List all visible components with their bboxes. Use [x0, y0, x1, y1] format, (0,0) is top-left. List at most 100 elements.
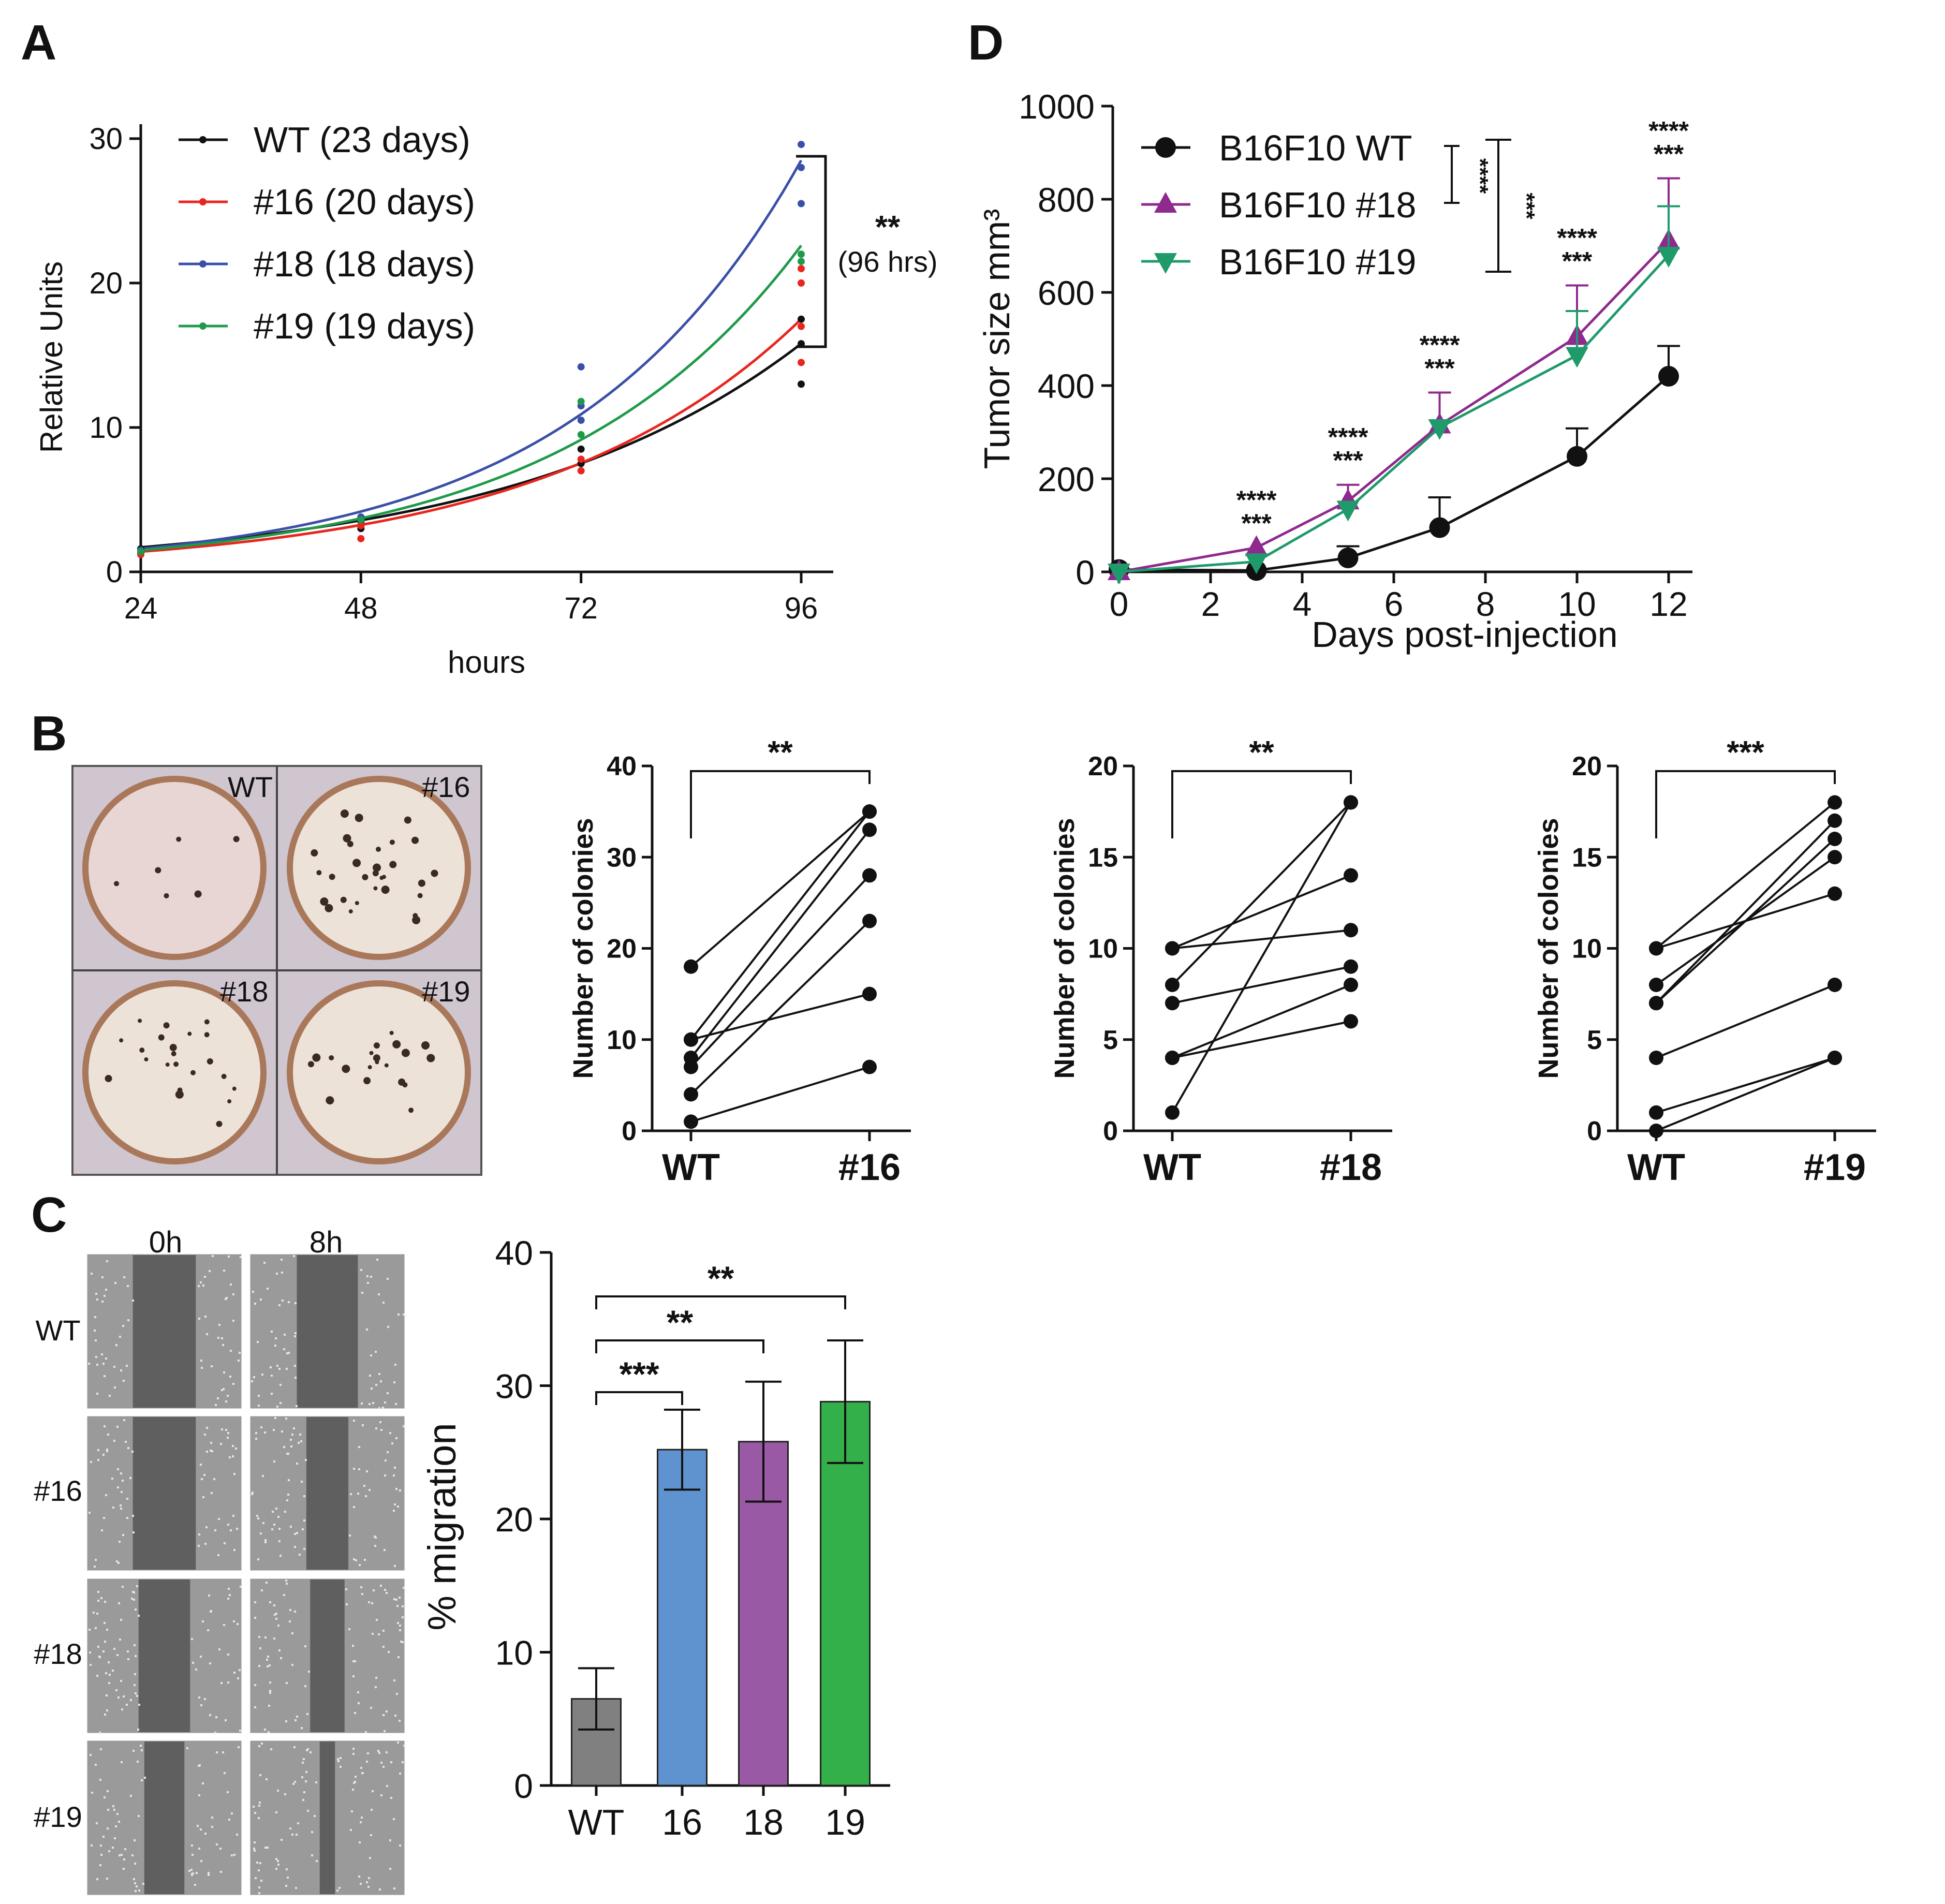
scratch-cell [223, 1624, 225, 1626]
scratch-cell [284, 1334, 286, 1336]
scratch-cell [227, 1524, 229, 1526]
scratch-cell [135, 1608, 137, 1611]
scratch-cell [96, 1822, 98, 1824]
b2-point-mut [1344, 923, 1358, 938]
scratch-cell [366, 1329, 368, 1331]
scratch-cell [274, 1345, 276, 1347]
scratch-cell [254, 1617, 256, 1619]
scratch-cell [97, 1591, 99, 1593]
scratch-cell [204, 1833, 207, 1835]
scratch-cell [389, 1868, 391, 1870]
d-line-series-0 [1118, 375, 1670, 572]
scratch-cell [89, 1651, 91, 1654]
colony-dot [426, 1054, 435, 1062]
b3-point-wt [1649, 1105, 1663, 1120]
scratch-cell [402, 1605, 404, 1607]
colony-dot [232, 1086, 237, 1091]
scratch-cell [116, 1560, 118, 1562]
scratch-cell [285, 1885, 287, 1887]
scratch-cell [279, 1384, 282, 1386]
scratch-cell [206, 1333, 208, 1335]
scratch-cell [284, 1793, 286, 1795]
d-annot-top: **** [1420, 331, 1460, 360]
colony-dot [114, 881, 120, 887]
scratch-cell [100, 1597, 102, 1599]
scratch-cell [100, 1854, 102, 1856]
scratch-cell [272, 1511, 274, 1513]
scratch-cell [264, 1541, 267, 1543]
scratch-cell [121, 1491, 123, 1493]
scratch-cell [106, 1449, 108, 1451]
scratch-cell [275, 1337, 277, 1339]
scratch-cell [121, 1708, 123, 1710]
scratch-cell [279, 1402, 282, 1404]
scratch-cell [198, 1848, 200, 1850]
scratch-cell [382, 1302, 385, 1304]
a-curve-series-0 [140, 343, 802, 549]
scratch-cell [264, 1847, 267, 1849]
scratch-cell [393, 1598, 395, 1600]
scratch-cell [130, 1795, 132, 1797]
colony-dot [163, 1022, 170, 1029]
scratch-cell [101, 1301, 104, 1303]
scratch-cell [123, 1858, 125, 1861]
a-curve-series-2 [140, 159, 803, 550]
scratch-cell [253, 1806, 255, 1808]
a-x-tick-label: 48 [344, 592, 378, 625]
scratch-cell [239, 1669, 241, 1671]
colony-dot [389, 861, 397, 868]
scratch-cell [190, 1869, 193, 1871]
scratch-cell [359, 1841, 361, 1843]
a-legend-label-2: #18 (18 days) [254, 244, 475, 284]
scratch-cell [256, 1862, 258, 1864]
scratch-cell [239, 1730, 241, 1732]
scratch-cell [294, 1533, 296, 1535]
a-x-tick-label: 96 [785, 592, 818, 625]
scratch-cell [375, 1677, 377, 1679]
scratch-cell [116, 1426, 119, 1428]
scratch-cell [99, 1779, 101, 1781]
scratch-cell [393, 1474, 395, 1477]
scratch-cell [113, 1440, 115, 1442]
scratch-cell [264, 1636, 267, 1639]
scratch-cell [354, 1660, 356, 1662]
colony-dot [352, 859, 361, 867]
d-legend-label-1: B16F10 #18 [1219, 185, 1416, 225]
scratch-cell [366, 1275, 369, 1277]
scratch-cell [91, 1844, 93, 1847]
b2-y-tick-label: 20 [1088, 751, 1118, 781]
scratch-cell [112, 1805, 114, 1807]
scratch-cell [254, 1684, 256, 1686]
b2-point-mut [1344, 978, 1358, 992]
scratch-cell [264, 1729, 266, 1731]
b1-pair-line [690, 875, 871, 1068]
scratch-cell [254, 1841, 256, 1843]
scratch-cell [211, 1450, 213, 1452]
scratch-cell [350, 1829, 352, 1831]
d-marker-series-0 [1337, 548, 1359, 568]
scratch-cell [200, 1828, 202, 1831]
scratch-cell [210, 1450, 212, 1452]
scratch-cell [202, 1782, 204, 1784]
scratch-cell [259, 1647, 261, 1649]
scratch-cell [269, 1690, 271, 1692]
a-legend-marker-1 [199, 198, 207, 205]
b3-point-mut [1828, 832, 1842, 846]
scratch-cell [277, 1864, 279, 1866]
colony-dot [326, 1096, 334, 1105]
a-point [798, 258, 805, 265]
scratch-cell [99, 1864, 101, 1866]
scratch-cell [135, 1655, 137, 1657]
scratch-cell [257, 1517, 259, 1519]
colony-dot [171, 1051, 176, 1057]
scratch-cell [254, 1706, 256, 1708]
scratch-cell [120, 1680, 122, 1682]
colony-dot [311, 849, 318, 857]
scratch-cell [399, 1773, 401, 1775]
scratch-cell [204, 1316, 207, 1318]
scratch-cell [273, 1604, 275, 1606]
scratch-cell [134, 1882, 136, 1884]
scratch-cell [134, 1644, 136, 1646]
scratch-cell [296, 1463, 298, 1465]
scratch-cell [297, 1822, 299, 1824]
